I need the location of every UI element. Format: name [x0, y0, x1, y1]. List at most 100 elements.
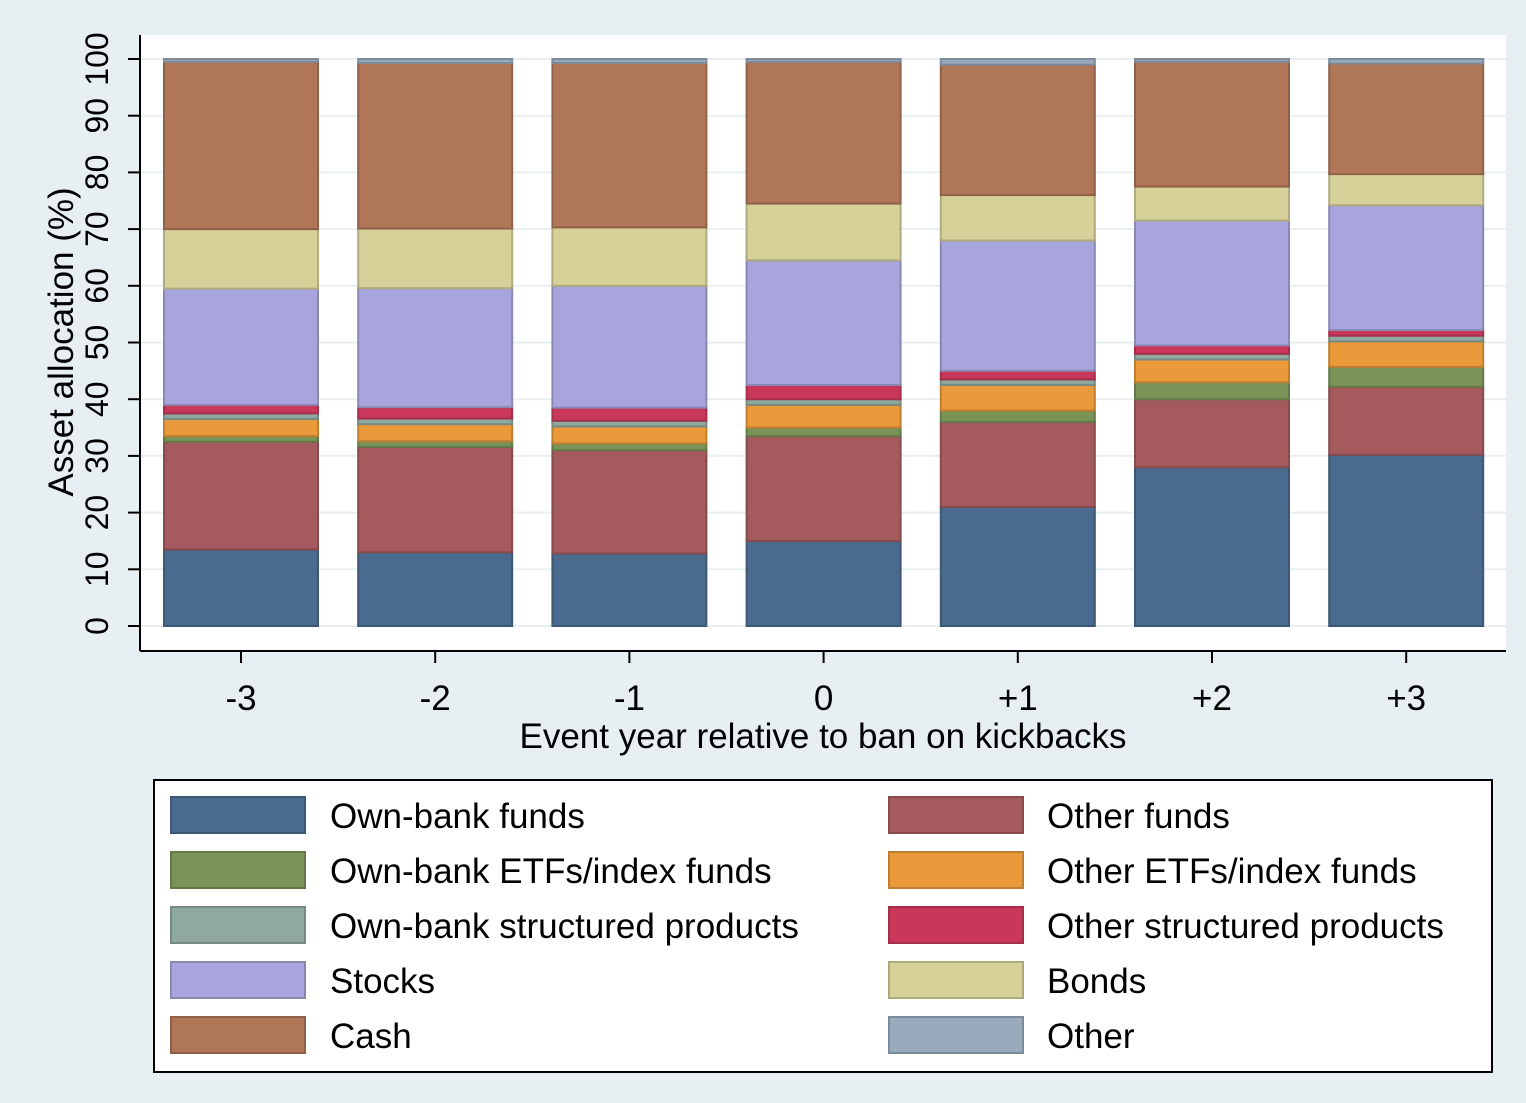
bar-segment [745, 435, 902, 542]
bar-segment [745, 259, 902, 387]
bars [163, 58, 1485, 628]
bar-segment [745, 539, 902, 628]
bar-segment [1134, 381, 1290, 401]
bar-segment [939, 384, 1096, 412]
legend-label: Other structured products [1047, 907, 1444, 946]
bar-segment [745, 202, 902, 262]
bar-segment [939, 194, 1096, 242]
bar-segment [1134, 466, 1290, 627]
bar-segment [1134, 344, 1290, 355]
y-axis-ticks: 0 10 20 30 40 50 60 70 80 90 100 [79, 32, 140, 635]
bar-segment [551, 58, 708, 64]
y-tick-label: 70 [79, 211, 115, 247]
bar-segment [551, 284, 708, 409]
x-tick-label: +3 [1386, 679, 1426, 718]
y-axis-label: Asset allocation (%) [42, 187, 81, 496]
legend-swatch [170, 961, 306, 999]
y-tick-label: 60 [79, 268, 115, 304]
bar-segment [357, 287, 514, 409]
legend-swatch [888, 961, 1024, 999]
bar-segment [357, 61, 514, 230]
bar-segment [1134, 60, 1290, 188]
legend: Own-bank funds Other funds Own-bank ETFs/i… [170, 796, 1444, 1056]
bar-segment [1134, 185, 1290, 222]
legend-swatch [888, 796, 1024, 834]
y-tick-label: 50 [79, 325, 115, 361]
bar-segment [357, 406, 514, 420]
bar-segment [745, 384, 902, 401]
legend-swatch [888, 906, 1024, 944]
bar-segment [1328, 173, 1485, 207]
legend-swatch [888, 851, 1024, 889]
bar-segment [1328, 204, 1485, 332]
x-axis-ticks: -3 -2 -1 0 +1 +2 +3 [225, 651, 1426, 718]
x-tick-label: 0 [814, 679, 833, 718]
bar-segment [163, 58, 319, 63]
legend-label: Other [1047, 1017, 1135, 1056]
bar-segment [1328, 62, 1485, 176]
x-tick-label: +2 [1192, 679, 1232, 718]
bar-segment [163, 287, 319, 406]
bar-segment [939, 420, 1096, 508]
legend-label: Own-bank ETFs/index funds [330, 852, 772, 891]
bar-segment [357, 445, 514, 554]
bar-segment [939, 63, 1096, 197]
x-tick-label: -2 [420, 679, 451, 718]
legend-label: Bonds [1047, 962, 1146, 1001]
bar-segment [1328, 58, 1485, 65]
x-tick-label: -3 [225, 679, 256, 718]
bar-segment [357, 227, 514, 290]
bar-segment [1134, 58, 1290, 63]
bar-segment [163, 403, 319, 415]
x-axis-label: Event year relative to ban on kickbacks [520, 717, 1127, 756]
bar-segment [357, 58, 514, 64]
bar-segment [163, 228, 319, 290]
bar-segment [357, 423, 514, 443]
x-tick-label: +1 [998, 679, 1038, 718]
bar-segment [1134, 358, 1290, 384]
y-tick-label: 30 [79, 438, 115, 474]
bar-segment [551, 552, 708, 628]
y-tick-label: 10 [79, 552, 115, 588]
legend-label: Other ETFs/index funds [1047, 852, 1417, 891]
bar-segment [163, 418, 319, 438]
bar-segment [1134, 398, 1290, 469]
bar-segment [939, 239, 1096, 372]
y-tick-label: 90 [79, 98, 115, 134]
legend-box [153, 779, 1493, 1073]
legend-label: Stocks [330, 962, 435, 1001]
y-tick-label: 40 [79, 381, 115, 417]
y-tick-label: 100 [79, 32, 115, 85]
bar-segment [551, 425, 708, 445]
legend-label: Own-bank structured products [330, 907, 799, 946]
bar-segment [551, 442, 708, 452]
y-tick-label: 20 [79, 495, 115, 531]
bar-segment [939, 369, 1096, 381]
bar-segment [163, 440, 319, 551]
bar-segment [939, 58, 1096, 66]
y-tick-label: 80 [79, 155, 115, 191]
bar-segment [1328, 453, 1485, 627]
bar-segment [551, 61, 708, 229]
bar-segment [1328, 385, 1485, 456]
bar-segment [745, 426, 902, 438]
bar-segment [357, 551, 514, 627]
bar-segment [551, 449, 708, 555]
legend-swatch [170, 851, 306, 889]
bar-segment [551, 226, 708, 287]
x-tick-label: -1 [614, 679, 645, 718]
legend-swatch [170, 1016, 306, 1054]
bar-segment [163, 60, 319, 231]
bar-segment [745, 403, 902, 429]
bar-segment [1328, 340, 1485, 368]
bar-segment [745, 60, 902, 205]
bar-segment [939, 409, 1096, 423]
bar-segment [939, 505, 1096, 627]
legend-swatch [170, 906, 306, 944]
legend-label: Own-bank funds [330, 797, 585, 836]
bar-segment [1134, 219, 1290, 347]
legend-swatch [888, 1016, 1024, 1054]
bar-segment [163, 548, 319, 628]
legend-label: Other funds [1047, 797, 1230, 836]
